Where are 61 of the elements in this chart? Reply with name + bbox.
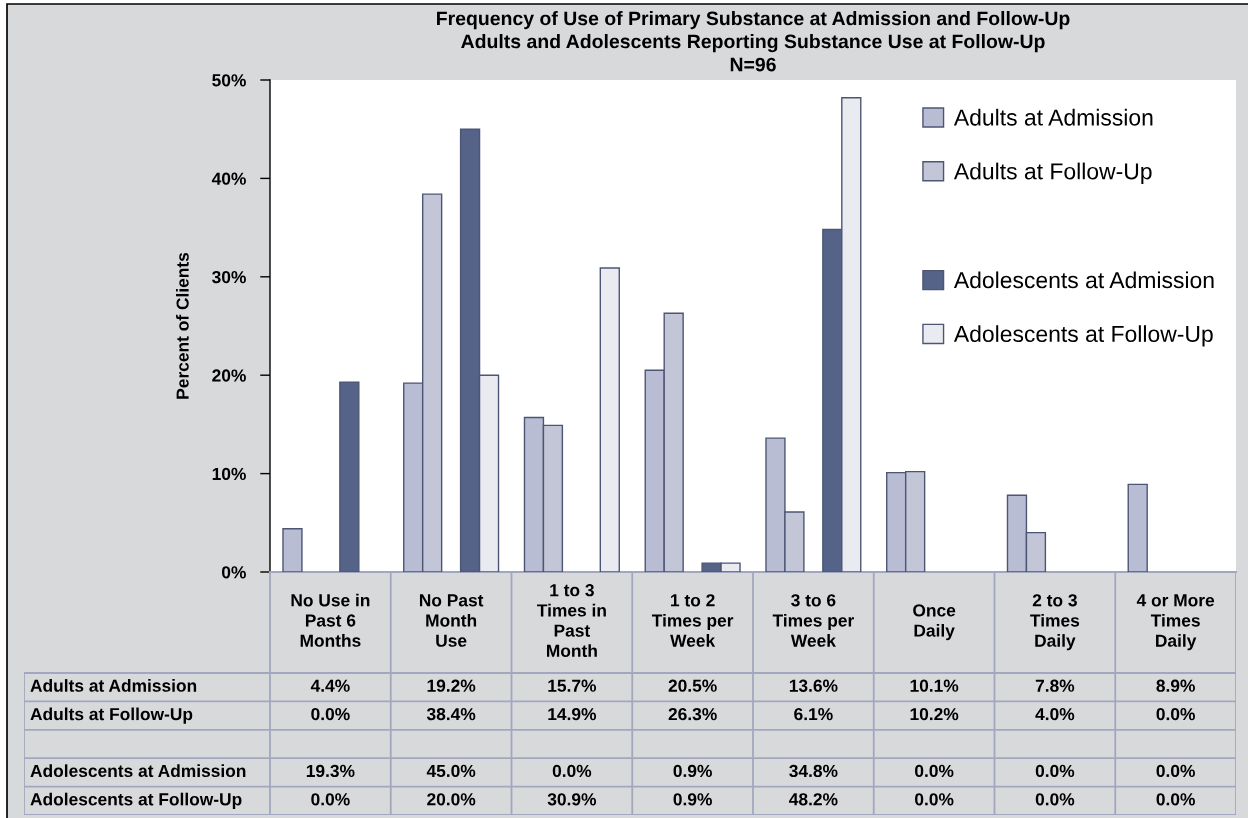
text: Adolescents at Admission <box>30 764 246 778</box>
y-tick-label: 0% <box>221 566 246 579</box>
bar <box>339 381 360 572</box>
data-label: 0.0% <box>1035 764 1075 778</box>
x-tick-label: No Past Month Use <box>419 594 484 647</box>
data-label: 20.0% <box>427 793 476 806</box>
data-label: 30.9% <box>547 793 597 806</box>
data-label: 38.4% <box>426 707 476 721</box>
data-label: 0.0% <box>311 707 350 721</box>
data-label: 6.1% <box>794 707 833 721</box>
text: Adolescents at Follow-Up <box>30 792 242 809</box>
data-label: 26.3% <box>668 707 717 721</box>
text: Adults at Admission <box>30 679 197 692</box>
data-label: 15.7% <box>548 679 597 692</box>
data-label: 0.0% <box>915 793 954 806</box>
legend-label: Adults at Admission <box>953 108 1153 126</box>
y-tick-label: 30% <box>212 270 246 284</box>
data-label: 20.5% <box>668 679 717 692</box>
data-label: 19.2% <box>427 679 476 692</box>
bar <box>282 528 303 572</box>
x-tick-label: No Use in Past 6 Months <box>291 593 370 647</box>
data-label: 13.6% <box>789 679 838 692</box>
data-label: 0.0% <box>552 764 592 778</box>
chart-subtitle: Adults and Adolescents Reporting Substance Use at Follow-Up N=96 <box>461 34 1045 72</box>
x-tick-label: 1 to 3 Times in Past Month <box>537 584 606 657</box>
data-label: 14.9% <box>548 707 597 721</box>
data-label: 8.9% <box>1156 679 1195 692</box>
data-label: 0.0% <box>1035 793 1075 806</box>
data-label: 45.0% <box>426 764 476 778</box>
data-label: 0.0% <box>1156 707 1195 721</box>
x-tick-label: 1 to 2 Times per Week <box>651 594 734 647</box>
y-tick-label: 40% <box>211 172 246 185</box>
x-tick-label: 4 or More Times Daily <box>1136 594 1215 651</box>
bar <box>599 267 620 572</box>
data-label: 10.2% <box>910 707 959 721</box>
data-label: 0.0% <box>1156 793 1195 806</box>
data-label: 0.9% <box>673 764 712 778</box>
data-label: 7.8% <box>1035 679 1075 692</box>
x-tick-label: 3 to 6 Times per Week <box>772 594 854 647</box>
chart-title: Frequency of Use of Primary Substance at Admission and Follow-Up <box>437 11 1070 30</box>
y-tick-label: 20% <box>212 369 246 382</box>
data-label: 19.3% <box>306 764 355 778</box>
y-tick-label: 10% <box>212 467 246 481</box>
legend-label: Adolescents at Admission <box>953 271 1214 289</box>
legend-label: Adolescents at Follow-Up <box>953 325 1213 347</box>
data-label: 10.1% <box>910 679 959 692</box>
x-tick-label: 2 to 3 Times Daily <box>1030 594 1080 651</box>
data-label: 4.4% <box>310 679 350 692</box>
y-tick-label: 50% <box>212 74 246 87</box>
legend-label: Adults at Follow-Up <box>953 162 1152 184</box>
data-label: 48.2% <box>789 793 838 806</box>
text: Adults at Follow-Up <box>30 707 193 724</box>
data-label: 34.8% <box>789 764 838 778</box>
x-tick-label: Once Daily <box>913 604 956 641</box>
data-label: 0.0% <box>1156 764 1195 778</box>
data-label: 4.0% <box>1035 707 1075 721</box>
data-label: 0.0% <box>311 793 350 806</box>
y-axis-title: Percent of Clients <box>176 252 189 399</box>
bar <box>1127 483 1148 572</box>
data-label: 0.0% <box>915 764 954 778</box>
data-label: 0.9% <box>673 793 712 806</box>
